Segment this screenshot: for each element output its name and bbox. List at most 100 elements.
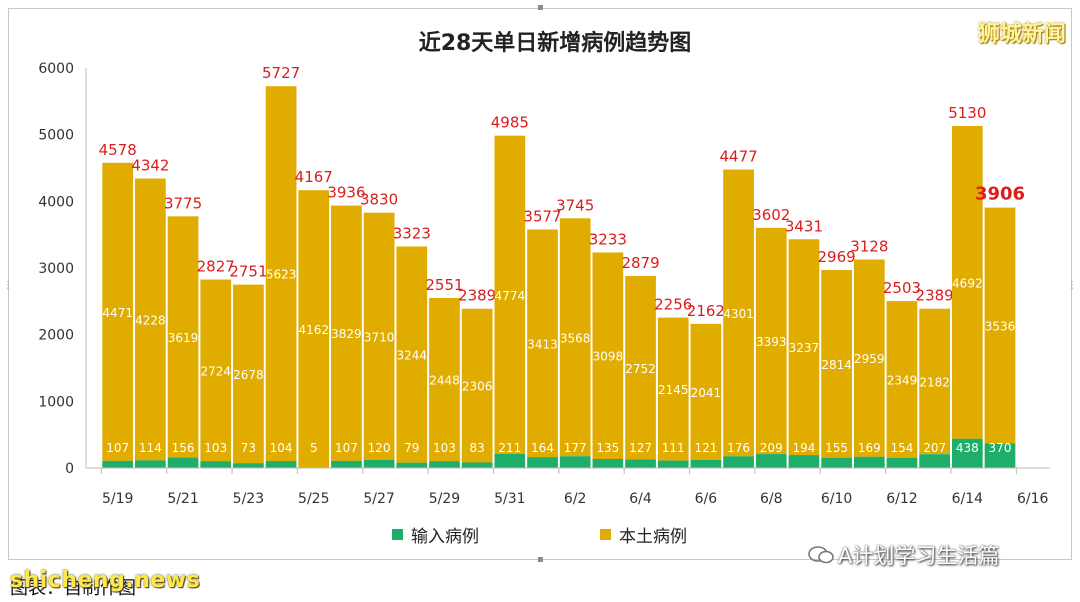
total-label: 3323 <box>393 224 431 242</box>
resize-handle-bottom[interactable]: ▪ <box>537 554 544 565</box>
legend: 输入病例 本土病例 <box>0 522 1080 550</box>
total-label: 5130 <box>948 104 986 122</box>
value-label-local: 2041 <box>691 386 722 400</box>
bar-local <box>984 207 1016 444</box>
value-label-imported: 194 <box>792 441 815 455</box>
value-label-local: 2306 <box>462 380 493 394</box>
legend-item-imported: 输入病例 <box>392 522 479 547</box>
chart-title: 近28天单日新增病例趋势图 <box>419 30 692 56</box>
wechat-watermark: A计划学习生活篇 <box>808 540 999 570</box>
y-tick-label: 1000 <box>38 394 74 410</box>
value-label-local: 2959 <box>854 352 885 366</box>
y-tick-label: 4000 <box>38 194 74 210</box>
value-label-local: 2752 <box>625 362 656 376</box>
value-label-local: 2145 <box>658 383 689 397</box>
bar-local <box>755 227 787 455</box>
bar-imported <box>559 456 591 468</box>
total-label: 3128 <box>850 237 888 255</box>
total-label: 4578 <box>99 141 137 159</box>
value-label-local: 3413 <box>527 337 558 351</box>
bar-imported <box>951 438 983 468</box>
value-label-imported: 155 <box>825 441 848 455</box>
bar-imported <box>363 460 395 468</box>
total-label: 3775 <box>164 194 202 212</box>
site-watermark: shicheng.news <box>10 568 201 593</box>
x-tick-label: 6/6 <box>695 491 718 507</box>
value-label-local: 4471 <box>102 306 133 320</box>
value-label-imported: 114 <box>139 441 162 455</box>
value-label-local: 3710 <box>364 330 395 344</box>
bar-imported <box>755 454 787 468</box>
resize-handle-left[interactable]: ⋮ <box>3 280 13 291</box>
bar-local <box>167 216 199 458</box>
total-label: 3431 <box>785 217 823 235</box>
total-label: 2503 <box>883 279 921 297</box>
value-label-local: 3244 <box>397 349 428 363</box>
resize-handle-top[interactable]: ▪ <box>537 2 544 13</box>
legend-label-imported: 输入病例 <box>411 527 479 547</box>
bar-local <box>951 126 983 439</box>
bar-imported <box>527 457 558 468</box>
bar-imported <box>265 461 297 468</box>
resize-handle-right[interactable]: ⋮ <box>1067 280 1077 291</box>
bar-imported <box>494 453 526 468</box>
bar-local <box>265 86 297 462</box>
bar-imported <box>984 443 1016 468</box>
bar-local <box>102 162 134 461</box>
total-label: 3745 <box>556 196 594 214</box>
total-label: 3830 <box>360 191 398 209</box>
total-label: 4342 <box>131 157 169 175</box>
value-label-imported: 127 <box>629 441 652 455</box>
wechat-icon <box>808 546 834 564</box>
x-tick-label: 6/4 <box>629 491 652 507</box>
y-tick-label: 2000 <box>38 328 74 344</box>
value-label-imported: 107 <box>335 441 358 455</box>
total-label: 2879 <box>621 254 659 272</box>
total-label: 3936 <box>327 184 365 202</box>
bar-imported <box>461 462 493 468</box>
value-label-imported: 177 <box>564 441 587 455</box>
x-tick-label: 6/14 <box>952 491 984 507</box>
value-label-local: 4774 <box>495 289 526 303</box>
value-label-imported: 211 <box>498 441 521 455</box>
value-label-imported: 83 <box>470 441 485 455</box>
total-label: 2389 <box>916 287 954 305</box>
value-label-local: 3619 <box>168 331 199 345</box>
y-tick-label: 5000 <box>38 128 74 144</box>
bar-local <box>135 178 166 461</box>
value-label-local: 2448 <box>429 374 460 388</box>
bar-local <box>690 323 722 460</box>
x-axis: 5/19 5/21 5/23 5/25 5/27 5/29 5/31 6/2 6/4 6/6 6/8… <box>86 467 1050 507</box>
value-label-imported: 209 <box>760 441 783 455</box>
value-label-local: 4228 <box>135 313 166 327</box>
bar-imported <box>233 463 264 468</box>
value-label-local: 3536 <box>985 319 1016 333</box>
total-label: 4167 <box>295 168 333 186</box>
bar-imported <box>200 461 232 468</box>
bar-imported <box>592 459 624 468</box>
bar-imported <box>135 460 166 468</box>
bar-local <box>298 190 330 468</box>
value-label-local: 3568 <box>560 331 591 345</box>
bar-imported <box>690 459 722 468</box>
total-label: 3577 <box>523 208 561 226</box>
value-label-imported: 103 <box>204 441 227 455</box>
y-tick-label: 6000 <box>38 61 74 77</box>
y-tick-label: 0 <box>65 461 74 477</box>
x-tick-label: 5/25 <box>298 491 329 507</box>
bar-imported <box>102 460 134 468</box>
value-label-local: 2182 <box>919 375 950 389</box>
bar-local <box>233 284 264 464</box>
value-label-local: 3098 <box>593 350 624 364</box>
bars-group: 4471 107 4578 4228 114 4342 3619 156 3775 2724 103… <box>99 64 1025 468</box>
total-label: 2256 <box>654 296 692 314</box>
value-label-imported: 207 <box>923 441 946 455</box>
x-tick-label: 5/31 <box>494 491 525 507</box>
x-tick-label: 5/29 <box>429 491 460 507</box>
bar-local <box>200 279 232 462</box>
bar-local <box>886 301 918 458</box>
bar-imported <box>331 460 362 468</box>
value-label-local: 3237 <box>789 341 820 355</box>
value-label-imported: 103 <box>433 441 456 455</box>
